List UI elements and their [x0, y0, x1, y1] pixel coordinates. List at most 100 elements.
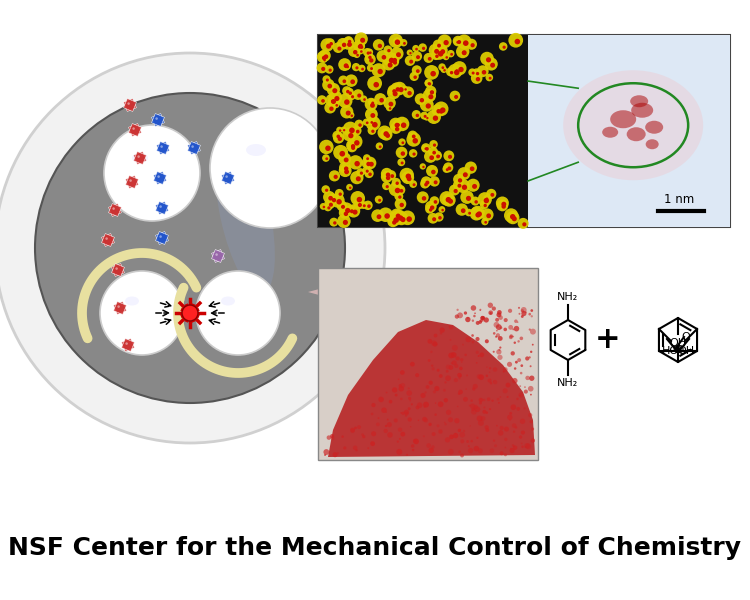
Circle shape	[424, 406, 425, 407]
Circle shape	[460, 454, 464, 457]
Circle shape	[466, 440, 469, 443]
Circle shape	[347, 42, 352, 47]
Circle shape	[386, 104, 393, 111]
Circle shape	[358, 124, 362, 127]
Circle shape	[326, 79, 329, 82]
Circle shape	[332, 88, 338, 93]
Circle shape	[349, 128, 355, 133]
Polygon shape	[154, 172, 166, 184]
Circle shape	[490, 312, 492, 314]
Circle shape	[366, 116, 380, 131]
Circle shape	[367, 52, 370, 55]
Circle shape	[386, 185, 388, 188]
Circle shape	[388, 56, 399, 67]
Circle shape	[371, 63, 386, 77]
Circle shape	[452, 360, 457, 365]
Circle shape	[100, 271, 184, 355]
Circle shape	[378, 397, 384, 402]
Circle shape	[435, 44, 448, 57]
Circle shape	[433, 181, 437, 184]
Circle shape	[468, 212, 471, 215]
Circle shape	[463, 172, 468, 177]
Circle shape	[516, 398, 519, 400]
Circle shape	[367, 64, 374, 72]
Circle shape	[344, 36, 353, 45]
Circle shape	[376, 50, 388, 62]
Circle shape	[333, 221, 337, 224]
Circle shape	[398, 196, 401, 199]
Circle shape	[348, 45, 360, 57]
Text: NH₂: NH₂	[557, 292, 579, 302]
Circle shape	[391, 82, 402, 94]
Circle shape	[500, 346, 502, 349]
Circle shape	[345, 208, 350, 213]
Circle shape	[430, 90, 434, 94]
Circle shape	[116, 268, 118, 270]
Circle shape	[428, 94, 433, 100]
Circle shape	[521, 311, 526, 316]
Circle shape	[400, 189, 404, 193]
Circle shape	[383, 46, 392, 54]
Circle shape	[321, 67, 326, 71]
Circle shape	[447, 50, 454, 58]
Circle shape	[343, 129, 345, 131]
Circle shape	[448, 199, 453, 204]
Circle shape	[501, 202, 506, 206]
Circle shape	[493, 351, 495, 353]
Circle shape	[398, 384, 402, 388]
Circle shape	[438, 216, 442, 220]
Circle shape	[454, 189, 458, 193]
Circle shape	[512, 378, 517, 383]
Circle shape	[394, 211, 408, 225]
Circle shape	[350, 428, 355, 433]
Circle shape	[425, 201, 436, 212]
Circle shape	[470, 403, 476, 409]
Circle shape	[478, 420, 484, 426]
Circle shape	[383, 97, 396, 109]
Circle shape	[514, 367, 517, 370]
Circle shape	[398, 386, 404, 392]
Circle shape	[405, 412, 409, 416]
Circle shape	[453, 36, 464, 46]
Circle shape	[425, 385, 430, 389]
Circle shape	[356, 168, 364, 176]
Circle shape	[429, 44, 442, 57]
Circle shape	[454, 70, 460, 75]
Circle shape	[390, 122, 402, 134]
Circle shape	[498, 430, 503, 436]
Circle shape	[364, 169, 374, 178]
Circle shape	[406, 454, 408, 456]
Circle shape	[423, 401, 429, 407]
Circle shape	[404, 410, 409, 415]
Circle shape	[355, 161, 360, 166]
Circle shape	[343, 220, 348, 225]
Circle shape	[431, 45, 446, 60]
Circle shape	[470, 207, 483, 221]
Circle shape	[529, 376, 535, 381]
Circle shape	[423, 89, 436, 102]
Circle shape	[348, 155, 363, 170]
Circle shape	[352, 126, 362, 136]
Circle shape	[481, 416, 485, 421]
Circle shape	[431, 367, 435, 370]
Circle shape	[506, 396, 509, 398]
Circle shape	[476, 321, 480, 325]
Circle shape	[370, 67, 373, 70]
Circle shape	[420, 98, 434, 112]
Circle shape	[350, 79, 355, 84]
Circle shape	[468, 68, 476, 76]
Circle shape	[370, 413, 374, 415]
Circle shape	[461, 362, 463, 363]
Circle shape	[507, 415, 512, 420]
Circle shape	[458, 40, 461, 44]
Ellipse shape	[645, 121, 663, 134]
Circle shape	[362, 433, 364, 436]
Circle shape	[358, 44, 363, 47]
Circle shape	[440, 332, 442, 335]
Polygon shape	[128, 124, 142, 136]
Circle shape	[440, 110, 443, 114]
Circle shape	[462, 185, 467, 190]
Circle shape	[460, 358, 464, 362]
Circle shape	[388, 107, 392, 110]
Circle shape	[398, 139, 406, 146]
